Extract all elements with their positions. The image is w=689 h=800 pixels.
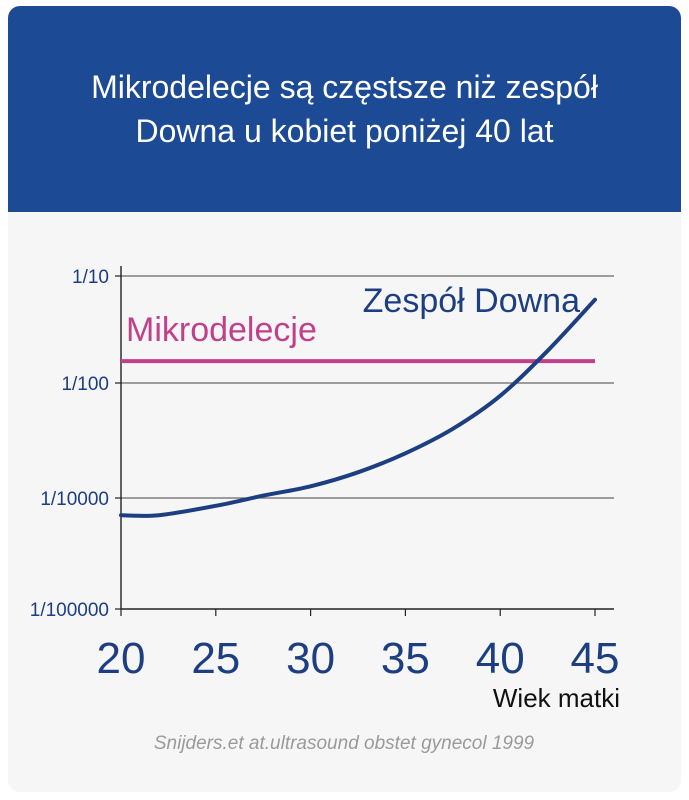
series-line-zespol-downa	[119, 297, 597, 518]
x-tick-label: 35	[381, 634, 430, 683]
y-tick-label: 1/100	[61, 374, 109, 395]
x-tick-label: 20	[97, 634, 146, 683]
chart-title-line-2: Downa u kobiet poniżej 40 lat	[135, 113, 554, 149]
y-tick-label: 1/10000	[40, 489, 109, 510]
y-tick-label: 1/100000	[30, 600, 109, 621]
series-label-mikrodelecje: Mikrodelecje	[126, 311, 317, 349]
y-tick-label: 1/10	[72, 267, 109, 288]
source-citation: Snijders.et at.ultrasound obstet gynecol…	[154, 733, 535, 754]
x-tick-label: 30	[286, 634, 335, 683]
series-label-zespol-downa: Zespół Downa	[363, 282, 580, 320]
chart-card: Mikrodelecje są częstsze niż zespół Down…	[8, 6, 681, 792]
x-axis-label: Wiek matki	[493, 683, 620, 713]
x-tick-label: 40	[476, 634, 525, 683]
title-banner: Mikrodelecje są częstsze niż zespół Down…	[8, 6, 681, 212]
x-tick-label: 25	[191, 634, 240, 683]
chart-title-line-1: Mikrodelecje są częstsze niż zespół	[91, 69, 598, 105]
x-tick-label: 45	[571, 634, 620, 683]
